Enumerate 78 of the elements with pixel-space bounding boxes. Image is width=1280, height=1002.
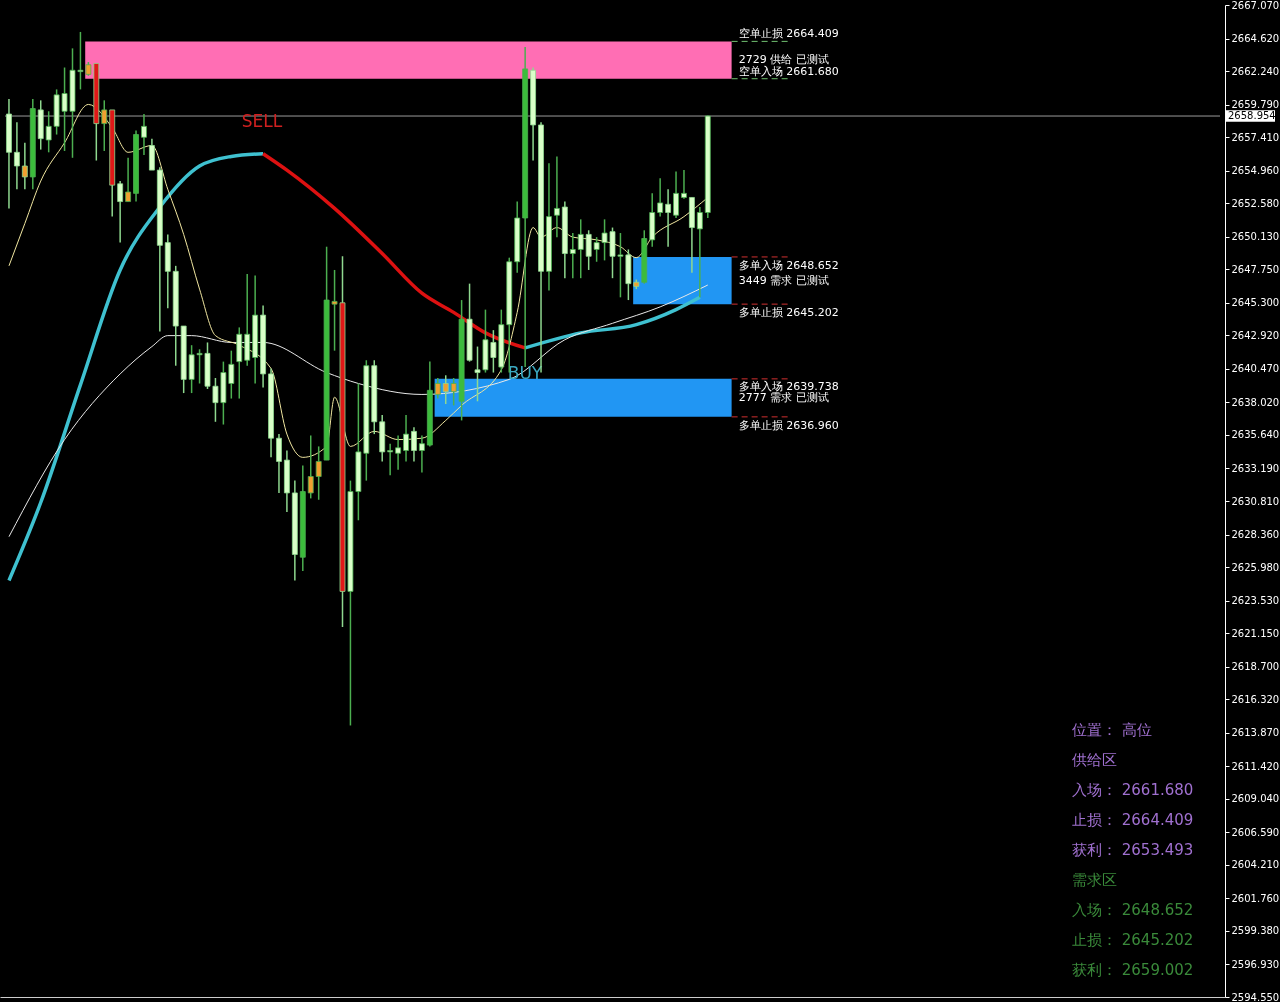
band-label: 2729 供给 已测试: [738, 53, 829, 67]
candlestick: [673, 170, 679, 219]
line-series: [7, 151, 265, 583]
annotation: 供给区: [1072, 751, 1117, 769]
line-series: [523, 295, 702, 350]
candlestick: [681, 169, 687, 200]
candlestick: [276, 433, 282, 494]
y-tick-label: 2599.380: [1231, 925, 1280, 937]
candlestick: [315, 445, 322, 501]
candlestick: [419, 434, 425, 474]
candlestick: [117, 180, 124, 244]
y-tick-label: 2618.700: [1231, 661, 1280, 673]
annotation: 获利： 2659.002: [1072, 961, 1194, 979]
annotation: SELL: [241, 111, 283, 131]
candlestick: [577, 218, 584, 279]
y-tick-label: 2664.620: [1231, 33, 1280, 45]
annotation: 需求区: [1072, 871, 1117, 889]
y-tick-label: 2606.590: [1231, 826, 1280, 838]
y-tick-label: 2594.550: [1231, 991, 1280, 1002]
y-tick-label: 2650.130: [1231, 231, 1280, 243]
y-tick-label: 2659.790: [1231, 99, 1280, 111]
line-series: [261, 151, 527, 350]
y-tick-label: 2667.070: [1231, 0, 1280, 11]
y-tick-label: 2611.420: [1231, 760, 1280, 772]
y-tick-label: 2604.210: [1231, 859, 1280, 871]
candlestick: [554, 155, 560, 238]
annotation: 入场： 2648.652: [1072, 901, 1194, 919]
band-label: 3449 需求 已测试: [738, 273, 829, 287]
y-tick-label: 2647.750: [1231, 263, 1280, 275]
y-tick-label: 2601.760: [1231, 892, 1280, 904]
annotation: 止损： 2645.202: [1072, 931, 1194, 949]
annotation: 位置： 高位: [1072, 721, 1152, 739]
y-tick-label: 2642.920: [1231, 329, 1280, 341]
annotation: 止损： 2664.409: [1072, 811, 1194, 829]
candlestick: [21, 142, 28, 191]
y-tick-label: 2628.360: [1231, 529, 1280, 541]
y-tick-label: 2623.530: [1231, 595, 1280, 607]
y-tick-label: 2662.240: [1231, 65, 1280, 77]
candlestick: [665, 188, 671, 248]
candlestick: [141, 113, 147, 156]
y-tick-label: 2635.640: [1231, 429, 1280, 441]
y-tick-label: 2652.580: [1231, 197, 1280, 209]
candlestick: [14, 121, 20, 191]
candlestick: [657, 177, 664, 218]
annotation: 获利： 2653.493: [1072, 841, 1194, 859]
candlestick: [442, 374, 449, 405]
line-series: [8, 284, 709, 538]
candlestick: [403, 414, 409, 463]
annotation: 入场： 2661.680: [1072, 781, 1194, 799]
y-tick-label: 2616.320: [1231, 693, 1280, 705]
candlestick: [395, 434, 401, 471]
y-tick-label: 2645.300: [1231, 297, 1280, 309]
ref-line-label: 多单止损 2636.960: [738, 418, 839, 432]
y-tick-label: 2638.020: [1231, 396, 1280, 408]
y-tick-label: 2633.190: [1231, 462, 1280, 474]
y-tick-label: 2621.150: [1231, 627, 1280, 639]
ref-line-label: 空单止损 2664.409: [738, 27, 839, 41]
candlestick: [696, 206, 703, 299]
y-tick-label: 2640.470: [1231, 363, 1280, 375]
y-tick-label: 2596.930: [1231, 958, 1280, 970]
y-tick-label: 2630.810: [1231, 495, 1280, 507]
candlestick: [307, 434, 314, 500]
ref-line-label: 多单止损 2645.202: [738, 306, 839, 320]
candlestick: [101, 99, 108, 152]
y-tick-label: 2609.040: [1231, 793, 1280, 805]
candlestick: [387, 442, 394, 476]
ref-line-label: 多单入场 2639.738: [738, 379, 839, 393]
y-tick-label: 2613.870: [1231, 727, 1280, 739]
ref-line-label: 2658.954: [1228, 110, 1276, 122]
candlestick: [434, 377, 441, 400]
candlestick: [569, 232, 576, 279]
ref-line-label: 空单入场 2661.680: [738, 64, 839, 78]
y-tick-label: 2625.980: [1231, 561, 1280, 573]
y-tick-label: 2657.410: [1231, 131, 1280, 143]
candlestick: [125, 157, 131, 203]
y-tick-label: 2654.960: [1231, 165, 1280, 177]
ref-line-label: 多单入场 2648.652: [738, 258, 839, 272]
candlestick: [411, 426, 417, 463]
